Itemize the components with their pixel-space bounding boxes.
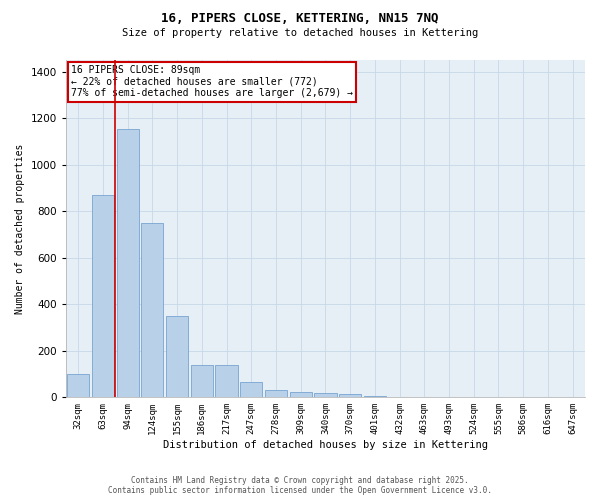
Text: Size of property relative to detached houses in Kettering: Size of property relative to detached ho… xyxy=(122,28,478,38)
Text: Contains HM Land Registry data © Crown copyright and database right 2025.
Contai: Contains HM Land Registry data © Crown c… xyxy=(108,476,492,495)
Bar xyxy=(166,316,188,398)
Bar xyxy=(92,195,114,398)
Text: 16 PIPERS CLOSE: 89sqm
← 22% of detached houses are smaller (772)
77% of semi-de: 16 PIPERS CLOSE: 89sqm ← 22% of detached… xyxy=(71,65,353,98)
Bar xyxy=(191,365,213,398)
Bar xyxy=(215,365,238,398)
Bar xyxy=(339,394,361,398)
Bar xyxy=(240,382,262,398)
Bar xyxy=(141,223,163,398)
Bar xyxy=(314,392,337,398)
Text: 16, PIPERS CLOSE, KETTERING, NN15 7NQ: 16, PIPERS CLOSE, KETTERING, NN15 7NQ xyxy=(161,12,439,26)
Bar xyxy=(116,128,139,398)
Y-axis label: Number of detached properties: Number of detached properties xyxy=(15,144,25,314)
Bar xyxy=(364,396,386,398)
X-axis label: Distribution of detached houses by size in Kettering: Distribution of detached houses by size … xyxy=(163,440,488,450)
Bar xyxy=(67,374,89,398)
Bar xyxy=(265,390,287,398)
Bar xyxy=(290,392,312,398)
